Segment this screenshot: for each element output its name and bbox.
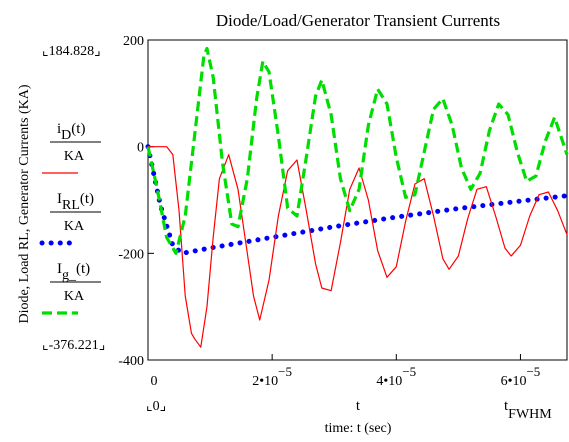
legend-numerator: iD(t) xyxy=(57,121,85,143)
y-range-max: ⌞184.828⌟ xyxy=(42,44,101,59)
series-line-IRL xyxy=(145,144,569,256)
legend-entry-Ig: Ig_(t) KA xyxy=(42,261,101,315)
y-axis-label: Diode, Load RL, Generator Currents (KA) xyxy=(17,84,32,323)
plot-frame xyxy=(147,39,568,361)
y-tick-label: 0 xyxy=(137,141,144,156)
x-range-min-value: 0 xyxy=(153,399,160,414)
x-tick-exponent: −5 xyxy=(402,364,416,379)
x-ticks: 0 2•10−54•10−56•10−5 xyxy=(147,354,541,389)
x-range-max-base: t xyxy=(504,398,509,414)
x-tick-label: 4•10−5 xyxy=(376,364,416,389)
legend-subscript: g_ xyxy=(62,268,77,283)
x-tick-label: 6•10−5 xyxy=(501,364,541,389)
series-line-iD xyxy=(148,146,568,348)
legend-numerator: Ig_(t) xyxy=(57,261,90,283)
legend-subscript: RL xyxy=(62,198,80,213)
x-tick-mantissa: 4•10 xyxy=(376,374,402,389)
chart-title: Diode/Load/Generator Transient Currents xyxy=(216,11,500,30)
y-ticks: 200 0 -200 -400 xyxy=(118,34,154,369)
y-tick-label: 200 xyxy=(123,34,144,49)
legend-denominator: KA xyxy=(64,289,85,304)
x-axis-marker: t xyxy=(356,398,361,414)
legend-argument: (t) xyxy=(76,261,90,277)
y-range-max-value: 184.828 xyxy=(49,44,95,59)
legend-symbol: I xyxy=(57,191,62,207)
series-line-Ig xyxy=(146,46,569,255)
legend-argument: (t) xyxy=(80,191,94,207)
x-tick-mantissa: 0 xyxy=(151,374,158,389)
x-tick-label: 2•10−5 xyxy=(252,364,292,389)
legend-symbol: i xyxy=(57,121,61,137)
x-range-max-sub: FWHM xyxy=(508,407,552,422)
legend-symbol: I xyxy=(57,261,62,277)
y-tick-label: -400 xyxy=(118,354,144,369)
y-tick-label: -200 xyxy=(118,247,144,262)
x-tick-mantissa: 6•10 xyxy=(501,374,527,389)
legend-argument: (t) xyxy=(71,121,85,137)
legend-denominator: KA xyxy=(64,149,85,164)
series-layer xyxy=(145,46,569,348)
x-axis-label: time: t (sec) xyxy=(325,421,392,436)
legend-subscript: D xyxy=(61,128,71,143)
legend-numerator: IRL(t) xyxy=(57,191,94,213)
x-tick-label: 0 xyxy=(151,374,158,389)
x-tick-exponent: −5 xyxy=(278,364,292,379)
legend-denominator: KA xyxy=(64,219,85,234)
x-range-max: tFWHM xyxy=(504,398,552,422)
x-range-min: ⌞0⌟ xyxy=(146,399,166,414)
legend-entry-IRL: IRL(t) KA xyxy=(39,191,101,246)
y-range-min-value: -376.221 xyxy=(49,338,99,353)
legend-entry-iD: iD(t) KA xyxy=(42,121,101,174)
y-range-min: ⌞-376.221⌟ xyxy=(42,338,105,353)
x-tick-mantissa: 2•10 xyxy=(252,374,278,389)
x-tick-exponent: −5 xyxy=(526,364,540,379)
